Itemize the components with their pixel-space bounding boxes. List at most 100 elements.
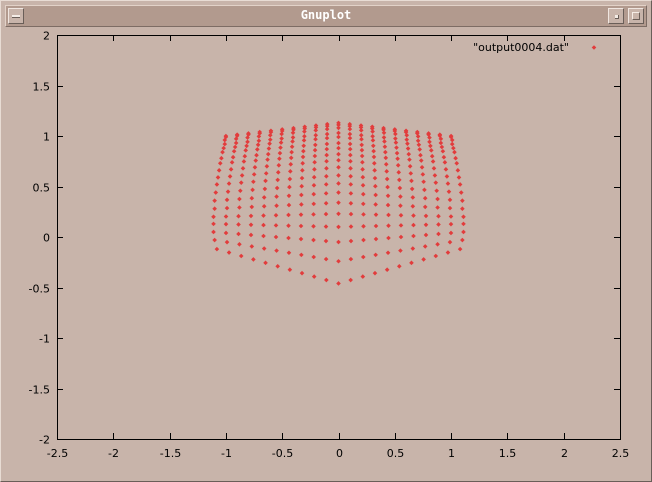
data-point (336, 145, 341, 151)
title-bar[interactable]: Gnuplot (5, 5, 647, 27)
data-point (439, 144, 445, 150)
data-point (373, 183, 378, 189)
data-point (249, 195, 255, 201)
data-point (264, 164, 270, 169)
data-point (403, 129, 409, 135)
data-point (440, 148, 446, 154)
data-point (421, 257, 426, 262)
data-point (455, 168, 461, 173)
data-point (289, 149, 294, 155)
y-tick-label: -0.5 (29, 283, 50, 296)
data-point (348, 224, 354, 229)
data-point (273, 234, 279, 240)
data-point (336, 157, 341, 163)
data-point (233, 136, 239, 142)
data-point (224, 205, 230, 211)
data-point (348, 158, 353, 164)
data-point (441, 154, 447, 160)
data-point (359, 136, 364, 142)
y-tick-label: -1.5 (29, 384, 50, 397)
data-point (226, 181, 232, 186)
data-point (311, 212, 316, 217)
data-point (347, 123, 353, 129)
data-point (232, 144, 238, 150)
data-point (396, 170, 402, 175)
y-tick-label: -1 (39, 333, 50, 346)
data-point (311, 274, 317, 279)
data-point (383, 161, 389, 167)
data-point (397, 185, 403, 191)
data-point (431, 166, 437, 171)
data-point (381, 130, 387, 136)
x-tick-label: -2 (108, 447, 119, 460)
data-point (360, 191, 366, 197)
data-point (233, 140, 239, 146)
data-point (456, 175, 462, 180)
data-point (461, 221, 466, 227)
data-point (300, 168, 305, 173)
data-point (223, 221, 229, 227)
data-point (395, 162, 401, 168)
x-tick-label: -0.5 (272, 447, 293, 460)
data-point (336, 281, 341, 286)
data-point (236, 222, 241, 227)
data-point (437, 133, 443, 139)
data-point (261, 246, 267, 251)
data-point (324, 123, 330, 129)
data-point (244, 143, 249, 149)
data-point (336, 181, 341, 186)
data-point (302, 134, 307, 139)
data-point (311, 201, 317, 207)
data-point (256, 138, 262, 144)
data-point (444, 174, 450, 179)
data-point (370, 138, 376, 143)
data-point (242, 153, 248, 159)
data-point (448, 214, 454, 219)
data-point (299, 183, 304, 189)
data-point (348, 211, 354, 217)
data-point (231, 148, 237, 154)
data-point (253, 158, 259, 163)
x-tick-labels: -2.5 -2 -1.5 -1 -0.5 0 0.5 1 1.5 2 2.5 (47, 447, 629, 460)
data-point (336, 122, 341, 128)
data-point (348, 191, 354, 196)
data-point (274, 185, 280, 191)
data-point (312, 147, 318, 153)
data-point (358, 132, 364, 138)
legend-marker (591, 45, 597, 50)
data-point (213, 190, 219, 195)
data-point (384, 176, 390, 182)
window-menu-icon[interactable] (8, 8, 24, 24)
data-point (241, 159, 247, 164)
legend-label: "output0004.dat" (473, 41, 569, 54)
data-point (422, 244, 428, 249)
data-point (323, 191, 329, 196)
data-point (312, 153, 318, 159)
data-point (289, 144, 295, 150)
data-point (236, 231, 241, 237)
data-point (385, 202, 391, 208)
data-point (250, 187, 255, 193)
data-point (211, 229, 216, 235)
data-point (457, 246, 463, 252)
data-point (382, 139, 387, 144)
data-point (370, 129, 375, 134)
data-point (410, 195, 416, 200)
minimize-icon[interactable] (608, 8, 624, 24)
data-point (219, 155, 224, 161)
data-point (398, 212, 404, 218)
tick-marks (57, 35, 621, 440)
data-point (370, 143, 376, 149)
data-point (372, 175, 378, 181)
maximize-icon[interactable] (628, 8, 644, 24)
data-point (416, 142, 422, 148)
data-points (211, 120, 466, 286)
data-point (227, 174, 233, 179)
data-point (423, 222, 429, 228)
data-point (434, 188, 439, 194)
data-point (265, 151, 271, 157)
data-point (433, 253, 439, 259)
x-tick-label: 2.5 (612, 447, 630, 460)
data-point (323, 224, 329, 229)
data-point (446, 189, 452, 194)
